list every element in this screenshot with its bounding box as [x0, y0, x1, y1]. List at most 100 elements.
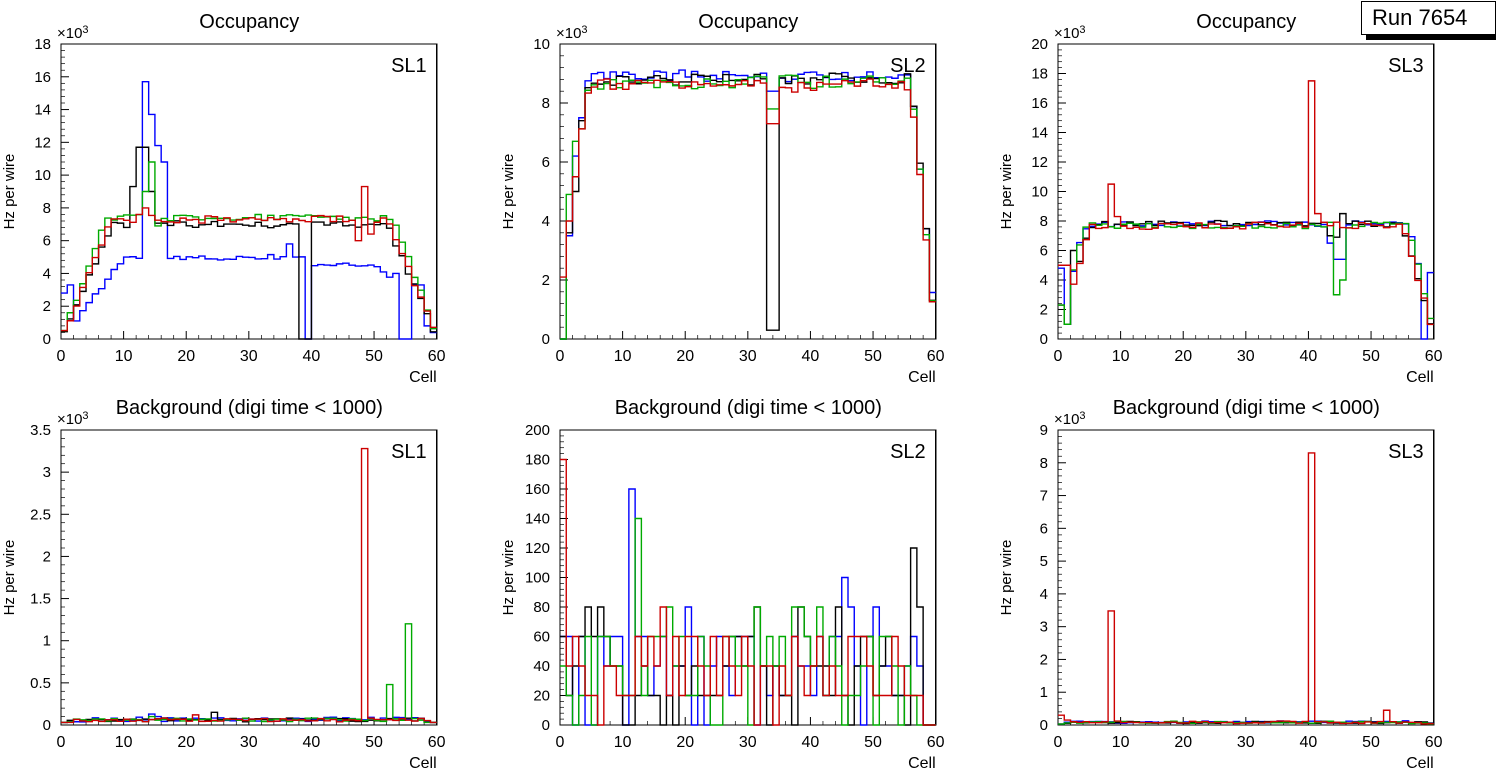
svg-text:4: 4	[43, 265, 51, 282]
svg-text:SL3: SL3	[1388, 441, 1424, 463]
svg-text:Hz per wire: Hz per wire	[500, 540, 517, 616]
svg-text:2.5: 2.5	[30, 506, 51, 523]
svg-text:4: 4	[1040, 586, 1048, 603]
svg-text:SL1: SL1	[391, 55, 427, 77]
svg-text:0: 0	[555, 734, 564, 751]
svg-text:60: 60	[428, 348, 446, 365]
svg-text:10: 10	[533, 36, 550, 53]
svg-text:80: 80	[533, 599, 550, 616]
svg-text:1: 1	[43, 633, 51, 650]
svg-text:50: 50	[864, 348, 882, 365]
svg-text:Cell: Cell	[1406, 369, 1434, 386]
svg-text:50: 50	[864, 734, 882, 751]
svg-text:×103: ×103	[57, 410, 89, 428]
svg-text:Hz per wire: Hz per wire	[1, 154, 18, 230]
svg-text:1: 1	[1040, 684, 1048, 701]
svg-text:Background (digi time < 1000): Background (digi time < 1000)	[1113, 397, 1380, 419]
svg-text:0: 0	[1054, 734, 1063, 751]
svg-text:3.5: 3.5	[30, 422, 51, 439]
svg-text:8: 8	[1040, 455, 1048, 472]
svg-text:60: 60	[428, 734, 446, 751]
svg-text:140: 140	[525, 511, 550, 528]
svg-text:10: 10	[1112, 734, 1130, 751]
svg-text:40: 40	[533, 658, 550, 675]
svg-text:5: 5	[1040, 553, 1048, 570]
svg-text:Hz per wire: Hz per wire	[500, 154, 517, 230]
svg-text:50: 50	[365, 348, 383, 365]
svg-text:40: 40	[1300, 734, 1318, 751]
svg-text:SL2: SL2	[890, 441, 926, 463]
svg-text:20: 20	[533, 687, 550, 704]
svg-text:4: 4	[541, 213, 549, 230]
svg-text:0.5: 0.5	[30, 675, 51, 692]
svg-text:9: 9	[1040, 422, 1048, 439]
svg-text:20: 20	[676, 734, 694, 751]
svg-text:6: 6	[43, 233, 51, 250]
svg-text:Cell: Cell	[908, 369, 936, 386]
svg-text:Cell: Cell	[908, 755, 936, 772]
svg-text:50: 50	[1362, 348, 1380, 365]
svg-text:2: 2	[43, 298, 51, 315]
svg-text:Hz per wire: Hz per wire	[1, 540, 18, 616]
svg-text:60: 60	[1425, 734, 1443, 751]
svg-text:30: 30	[240, 734, 258, 751]
svg-text:180: 180	[525, 452, 550, 469]
svg-text:Hz per wire: Hz per wire	[998, 154, 1015, 230]
svg-text:30: 30	[240, 348, 258, 365]
svg-text:50: 50	[365, 734, 383, 751]
svg-text:20: 20	[676, 348, 694, 365]
svg-text:18: 18	[34, 36, 51, 53]
svg-text:12: 12	[34, 134, 51, 151]
svg-text:40: 40	[801, 734, 819, 751]
svg-text:30: 30	[1237, 348, 1255, 365]
svg-text:0: 0	[43, 717, 51, 734]
svg-text:2: 2	[1040, 301, 1048, 318]
svg-text:14: 14	[34, 102, 51, 119]
svg-text:10: 10	[1112, 348, 1130, 365]
svg-text:×103: ×103	[1054, 24, 1086, 42]
svg-text:Background (digi time < 1000): Background (digi time < 1000)	[614, 397, 881, 419]
svg-text:10: 10	[1032, 183, 1049, 200]
svg-text:12: 12	[1032, 154, 1049, 171]
svg-text:2: 2	[541, 272, 549, 289]
svg-text:1.5: 1.5	[30, 591, 51, 608]
svg-text:Background (digi time < 1000): Background (digi time < 1000)	[116, 397, 383, 419]
svg-text:Cell: Cell	[1406, 755, 1434, 772]
svg-text:50: 50	[1362, 734, 1380, 751]
svg-text:120: 120	[525, 540, 550, 557]
svg-text:40: 40	[801, 348, 819, 365]
svg-text:0: 0	[57, 734, 66, 751]
svg-text:40: 40	[303, 734, 321, 751]
svg-text:30: 30	[1237, 734, 1255, 751]
svg-text:20: 20	[177, 734, 195, 751]
svg-text:6: 6	[1040, 520, 1048, 537]
svg-text:0: 0	[43, 331, 51, 348]
svg-text:40: 40	[303, 348, 321, 365]
svg-text:Occupancy: Occupancy	[698, 11, 798, 33]
svg-text:7: 7	[1040, 488, 1048, 505]
svg-text:0: 0	[1040, 331, 1048, 348]
svg-text:×103: ×103	[1054, 410, 1086, 428]
svg-text:100: 100	[525, 569, 550, 586]
svg-text:60: 60	[926, 734, 944, 751]
svg-text:0: 0	[541, 717, 549, 734]
svg-text:8: 8	[541, 95, 549, 112]
svg-text:SL3: SL3	[1388, 55, 1424, 77]
svg-text:30: 30	[739, 348, 757, 365]
svg-text:60: 60	[533, 628, 550, 645]
svg-text:Occupancy: Occupancy	[199, 11, 299, 33]
svg-text:10: 10	[34, 167, 51, 184]
svg-text:×103: ×103	[57, 24, 89, 42]
svg-text:10: 10	[115, 348, 133, 365]
svg-text:20: 20	[1175, 734, 1193, 751]
svg-text:6: 6	[1040, 242, 1048, 259]
svg-text:20: 20	[1175, 348, 1193, 365]
svg-text:40: 40	[1300, 348, 1318, 365]
svg-text:10: 10	[115, 734, 133, 751]
svg-text:0: 0	[1054, 348, 1063, 365]
svg-text:200: 200	[525, 422, 550, 439]
svg-text:Cell: Cell	[409, 755, 437, 772]
svg-text:18: 18	[1032, 66, 1049, 83]
svg-text:Occupancy: Occupancy	[1197, 11, 1297, 33]
svg-text:60: 60	[1425, 348, 1443, 365]
